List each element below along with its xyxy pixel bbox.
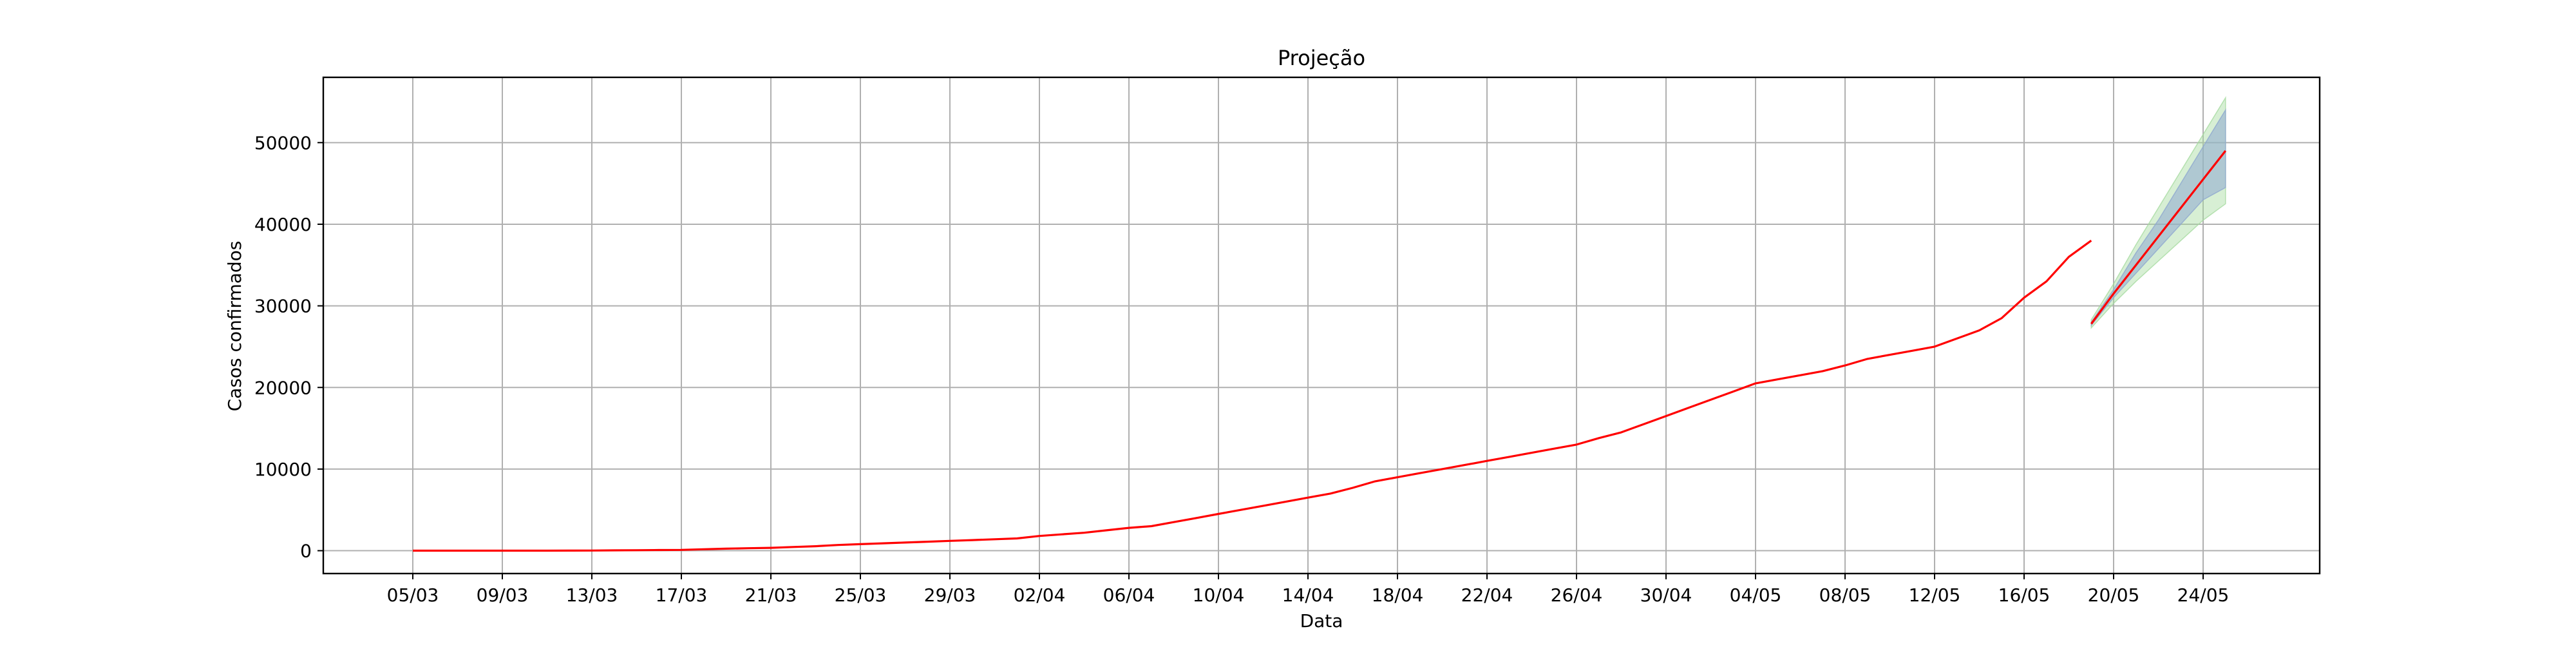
y-tick-label: 40000 [254,214,312,235]
x-tick-label: 22/04 [1461,584,1513,606]
projection-bands [2090,96,2226,329]
series-lines [413,150,2227,552]
x-tick-label: 08/05 [1819,584,1871,606]
x-tick-label: 14/04 [1282,584,1334,606]
x-tick-label: 12/05 [1909,584,1961,606]
y-tick-label: 30000 [254,296,312,317]
x-axis-label: Data [1300,610,1343,632]
plot-frame [322,76,2321,575]
y-tick-label: 10000 [254,459,312,480]
x-tick-label: 05/03 [387,584,439,606]
x-tick-label: 20/05 [2088,584,2140,606]
x-tick-label: 30/04 [1640,584,1692,606]
x-tick-label: 29/03 [924,584,976,606]
inner-confidence-band [2090,108,2226,327]
x-tick-label: 16/05 [1998,584,2050,606]
chart-title: Projeção [1278,46,1365,70]
confirmed-cases-line [413,240,2092,552]
x-tick-label: 21/03 [745,584,797,606]
x-tick-label: 25/03 [835,584,887,606]
y-tick-label: 50000 [254,132,312,153]
x-tick-label: 10/04 [1193,584,1245,606]
x-tick-label: 26/04 [1551,584,1603,606]
x-axis-ticks: 05/03 09/03 13/03 17/03 21/03 25/03 29/03 02/04… [387,574,2230,606]
x-tick-label: 02/04 [1014,584,1066,606]
x-tick-label: 24/05 [2177,584,2230,606]
x-tick-label: 13/03 [566,584,618,606]
y-axis-ticks: 0 10000 20000 30000 40000 50000 [254,132,323,562]
y-tick-label: 0 [300,541,312,562]
x-tick-label: 09/03 [477,584,529,606]
x-tick-label: 18/04 [1372,584,1424,606]
y-axis-label: Casos confirmados [224,241,245,412]
x-tick-label: 04/05 [1730,584,1782,606]
x-tick-label: 06/04 [1103,584,1155,606]
y-tick-label: 20000 [254,377,312,398]
grid-lines [323,77,2320,574]
projection-line [2090,150,2227,325]
x-tick-label: 17/03 [656,584,708,606]
